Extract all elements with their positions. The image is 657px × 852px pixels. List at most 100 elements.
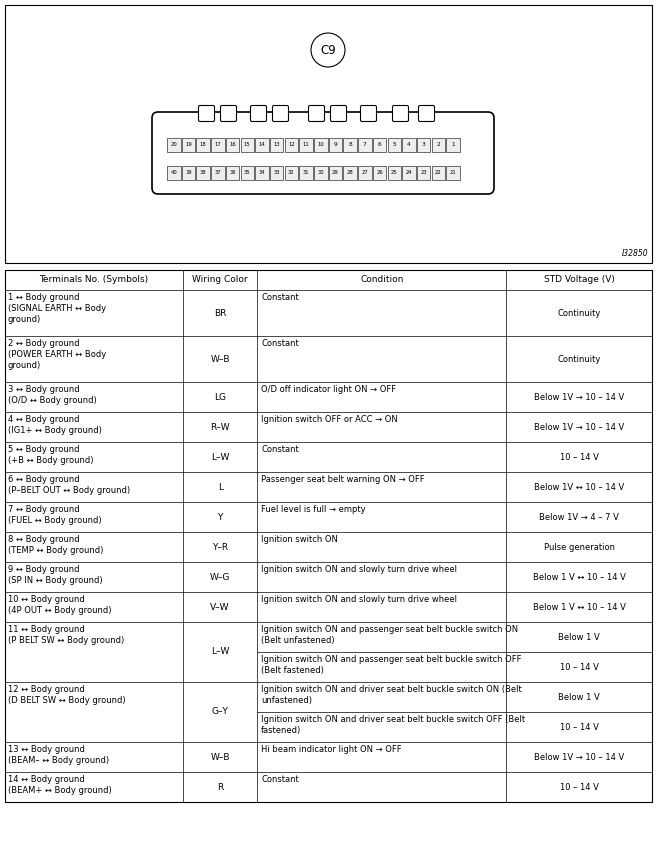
Text: Ignition switch ON and driver seat belt buckle switch ON (Belt
unfastened): Ignition switch ON and driver seat belt … [261, 685, 522, 705]
Text: Below 1V ↔ 10 – 14 V: Below 1V ↔ 10 – 14 V [534, 482, 624, 492]
Text: Constant: Constant [261, 339, 299, 348]
Text: 13: 13 [273, 142, 280, 147]
Text: 13 ↔ Body ground
(BEAM– ↔ Body ground): 13 ↔ Body ground (BEAM– ↔ Body ground) [8, 745, 109, 765]
Bar [240, 138, 254, 152]
Text: 22: 22 [435, 170, 442, 176]
Text: L: L [217, 482, 223, 492]
Text: 9: 9 [334, 142, 337, 147]
Text: 8 ↔ Body ground
(TEMP ↔ Body ground): 8 ↔ Body ground (TEMP ↔ Body ground) [8, 535, 103, 556]
Bar [211, 166, 225, 180]
Text: Below 1V → 4 – 7 V: Below 1V → 4 – 7 V [539, 513, 619, 521]
Bar [211, 138, 225, 152]
Bar [402, 166, 416, 180]
Text: 2 ↔ Body ground
(POWER EARTH ↔ Body
ground): 2 ↔ Body ground (POWER EARTH ↔ Body grou… [8, 339, 106, 371]
Text: O/D off indicator light ON → OFF: O/D off indicator light ON → OFF [261, 385, 396, 394]
Bar [432, 138, 445, 152]
Text: 40: 40 [170, 170, 177, 176]
Text: 8: 8 [348, 142, 352, 147]
Bar [255, 138, 269, 152]
Bar [300, 166, 313, 180]
Text: Below 1 V: Below 1 V [558, 632, 600, 642]
Bar [196, 138, 210, 152]
Text: Constant: Constant [261, 775, 299, 784]
Text: G–Y: G–Y [212, 707, 229, 717]
Text: Ignition switch OFF or ACC → ON: Ignition switch OFF or ACC → ON [261, 415, 398, 424]
Text: 14 ↔ Body ground
(BEAM+ ↔ Body ground): 14 ↔ Body ground (BEAM+ ↔ Body ground) [8, 775, 112, 795]
FancyBboxPatch shape [392, 106, 409, 122]
Text: 7: 7 [363, 142, 367, 147]
Bar [270, 166, 283, 180]
Bar [196, 166, 210, 180]
Text: Below 1V → 10 – 14 V: Below 1V → 10 – 14 V [534, 423, 624, 431]
Circle shape [311, 33, 345, 67]
Text: Continuity: Continuity [558, 308, 601, 318]
Bar [167, 138, 181, 152]
Text: Y–R: Y–R [212, 543, 228, 551]
Text: 10: 10 [317, 142, 324, 147]
Text: 4: 4 [407, 142, 411, 147]
Text: STD Voltage (V): STD Voltage (V) [544, 275, 615, 285]
Text: Continuity: Continuity [558, 354, 601, 364]
Text: 3: 3 [422, 142, 426, 147]
Text: R–W: R–W [210, 423, 230, 431]
Text: BR: BR [214, 308, 226, 318]
FancyBboxPatch shape [221, 106, 237, 122]
Text: Fuel level is full → empty: Fuel level is full → empty [261, 505, 366, 514]
Bar [182, 138, 195, 152]
Text: 17: 17 [214, 142, 221, 147]
Text: 24: 24 [405, 170, 413, 176]
Text: L–W: L–W [211, 648, 229, 657]
Text: V–W: V–W [210, 602, 230, 612]
Text: Hi beam indicator light ON → OFF: Hi beam indicator light ON → OFF [261, 745, 402, 754]
Text: Ignition switch ON and passenger seat belt buckle switch ON
(Belt unfastened): Ignition switch ON and passenger seat be… [261, 625, 518, 645]
FancyBboxPatch shape [309, 106, 325, 122]
Bar [270, 138, 283, 152]
Bar [284, 138, 298, 152]
Bar [388, 166, 401, 180]
Text: R: R [217, 782, 223, 792]
Text: 11: 11 [303, 142, 309, 147]
Text: 10 – 14 V: 10 – 14 V [560, 663, 599, 671]
Bar [226, 138, 239, 152]
Text: Ignition switch ON and driver seat belt buckle switch OFF (Belt
fastened): Ignition switch ON and driver seat belt … [261, 715, 526, 735]
Text: Ignition switch ON and passenger seat belt buckle switch OFF
(Belt fastened): Ignition switch ON and passenger seat be… [261, 655, 522, 675]
Text: 14: 14 [259, 142, 265, 147]
Text: 3 ↔ Body ground
(O/D ↔ Body ground): 3 ↔ Body ground (O/D ↔ Body ground) [8, 385, 97, 405]
Text: 38: 38 [200, 170, 206, 176]
Bar [314, 166, 327, 180]
Text: Constant: Constant [261, 445, 299, 454]
Text: Y: Y [217, 513, 223, 521]
FancyBboxPatch shape [198, 106, 214, 122]
Text: Wiring Color: Wiring Color [193, 275, 248, 285]
Text: 20: 20 [170, 142, 177, 147]
Text: L–W: L–W [211, 452, 229, 462]
Text: 2: 2 [436, 142, 440, 147]
Text: 31: 31 [303, 170, 309, 176]
Text: Below 1V → 10 – 14 V: Below 1V → 10 – 14 V [534, 752, 624, 762]
Text: 9 ↔ Body ground
(SP IN ↔ Body ground): 9 ↔ Body ground (SP IN ↔ Body ground) [8, 565, 102, 585]
Bar [255, 166, 269, 180]
Text: 5 ↔ Body ground
(+B ↔ Body ground): 5 ↔ Body ground (+B ↔ Body ground) [8, 445, 93, 465]
Text: 39: 39 [185, 170, 192, 176]
Text: W–G: W–G [210, 573, 231, 582]
Text: 10 – 14 V: 10 – 14 V [560, 782, 599, 792]
Text: 34: 34 [259, 170, 265, 176]
Bar [373, 166, 386, 180]
Text: 27: 27 [361, 170, 368, 176]
Text: 36: 36 [229, 170, 236, 176]
Text: 12 ↔ Body ground
(D BELT SW ↔ Body ground): 12 ↔ Body ground (D BELT SW ↔ Body groun… [8, 685, 125, 705]
Text: 19: 19 [185, 142, 192, 147]
Text: Ignition switch ON and slowly turn drive wheel: Ignition switch ON and slowly turn drive… [261, 565, 457, 574]
Text: 37: 37 [215, 170, 221, 176]
Text: LG: LG [214, 393, 226, 401]
Text: W–B: W–B [210, 354, 230, 364]
Text: 18: 18 [200, 142, 206, 147]
Text: 7 ↔ Body ground
(FUEL ↔ Body ground): 7 ↔ Body ground (FUEL ↔ Body ground) [8, 505, 102, 525]
Text: 6: 6 [378, 142, 381, 147]
Text: Condition: Condition [360, 275, 403, 285]
Bar [358, 138, 372, 152]
Text: Below 1 V ↔ 10 – 14 V: Below 1 V ↔ 10 – 14 V [533, 602, 625, 612]
Text: 4 ↔ Body ground
(IG1+ ↔ Body ground): 4 ↔ Body ground (IG1+ ↔ Body ground) [8, 415, 102, 435]
Text: 12: 12 [288, 142, 295, 147]
Text: 10 ↔ Body ground
(4P OUT ↔ Body ground): 10 ↔ Body ground (4P OUT ↔ Body ground) [8, 595, 112, 615]
